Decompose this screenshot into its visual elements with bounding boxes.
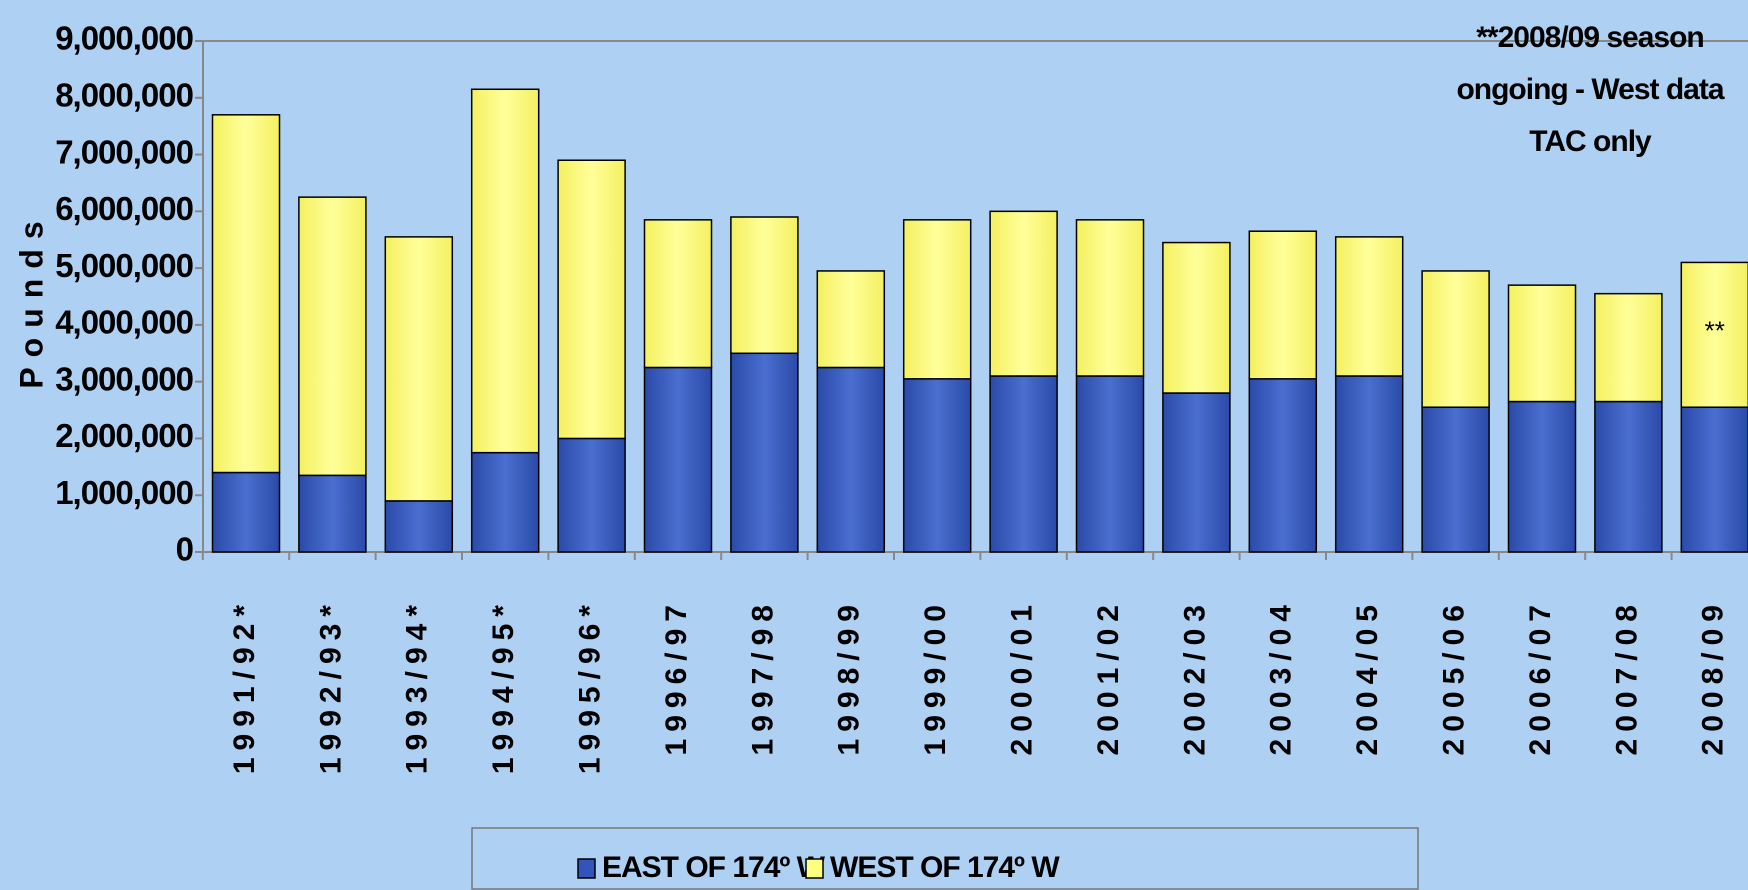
- y-tick-label: 2,000,000: [55, 417, 193, 454]
- bar-segment: [643, 219, 713, 369]
- y-tick-label: 6,000,000: [55, 190, 193, 227]
- x-tick-label: 2007/08: [1610, 598, 1643, 755]
- y-tick-label: 0: [176, 531, 193, 568]
- bar-segment: [816, 366, 886, 553]
- x-tick-label: 1999/00: [919, 598, 952, 755]
- bar-segment: [730, 352, 799, 553]
- bar-segment: [1680, 261, 1748, 408]
- bar-segment: [1594, 400, 1663, 553]
- bar-segment: [211, 471, 281, 553]
- x-tick-label: 2002/03: [1178, 598, 1211, 755]
- x-tick-label: 1995/96*: [574, 598, 607, 774]
- bar-segment: [1162, 241, 1231, 394]
- bar-segment: [384, 500, 454, 553]
- legend: [471, 827, 1419, 890]
- y-tick-label: 9,000,000: [55, 20, 193, 57]
- bar-segment: [470, 88, 540, 454]
- y-tick-label: 7,000,000: [55, 133, 193, 170]
- x-tick-label: 2005/06: [1438, 598, 1471, 755]
- x-tick-label: 2001/02: [1092, 598, 1125, 755]
- bar-segment: [730, 216, 799, 355]
- bar-segment: [1075, 219, 1145, 377]
- bar-segment: [989, 210, 1058, 377]
- x-tick-label: 2000/01: [1006, 598, 1039, 755]
- annotation: **2008/09 season ongoing - West data TAC…: [1456, 21, 1724, 158]
- x-tick-label: 2004/05: [1351, 598, 1384, 755]
- bar-segment: [470, 451, 540, 553]
- bar-segment: [1421, 406, 1490, 553]
- x-tick-label: 2006/07: [1524, 598, 1557, 755]
- bar-segment: [557, 159, 626, 440]
- x-tick-label: 1996/97: [660, 598, 693, 755]
- bar-segment: [1334, 236, 1404, 377]
- bar-segment: [1162, 392, 1231, 553]
- bar-segment: [298, 474, 367, 553]
- bar-annotation: **: [1705, 315, 1725, 345]
- x-tick-label: 1994/95*: [487, 598, 520, 774]
- bar-segment: [902, 219, 972, 380]
- bar-segment: [557, 437, 626, 553]
- bar-segment: [1334, 375, 1404, 553]
- bar-segment: [1248, 378, 1318, 553]
- bar-segment: [902, 378, 972, 553]
- x-tick-label: 1993/94*: [401, 598, 434, 774]
- x-tick-label: 2003/04: [1265, 598, 1298, 755]
- bar-segment: [1248, 230, 1318, 380]
- bar-segment: [1075, 375, 1145, 553]
- y-axis-title: Pounds: [13, 211, 49, 388]
- legend-swatch: [577, 858, 596, 879]
- x-tick-label: 1991/92*: [228, 598, 261, 774]
- y-tick-label: 1,000,000: [55, 474, 193, 511]
- bar-segment: [211, 114, 281, 474]
- bar-segment: [1680, 406, 1748, 553]
- bar-segment: [1421, 270, 1490, 408]
- bar-segment: [816, 270, 886, 369]
- bar-segment: [989, 375, 1058, 553]
- bar-segment: [1594, 292, 1663, 403]
- y-tick-label: 8,000,000: [55, 76, 193, 113]
- legend-label: EAST OF 174º W: [602, 851, 826, 884]
- bar-segment: [298, 196, 367, 477]
- legend-swatch: [805, 858, 824, 879]
- x-tick-label: 1992/93*: [314, 598, 347, 774]
- x-tick-label: 1998/99: [833, 598, 866, 755]
- bar-segment: [1507, 400, 1577, 553]
- bar-segment: [643, 366, 713, 553]
- y-tick-label: 5,000,000: [55, 247, 193, 284]
- legend-label: WEST OF 174º W: [830, 851, 1060, 884]
- bar-segment: [1507, 284, 1577, 403]
- x-tick-label: 2008/09: [1697, 598, 1730, 755]
- x-tick-label: 1997/98: [746, 598, 779, 755]
- bar-segment: [384, 236, 454, 502]
- y-tick-label: 4,000,000: [55, 304, 193, 341]
- y-tick-label: 3,000,000: [55, 360, 193, 397]
